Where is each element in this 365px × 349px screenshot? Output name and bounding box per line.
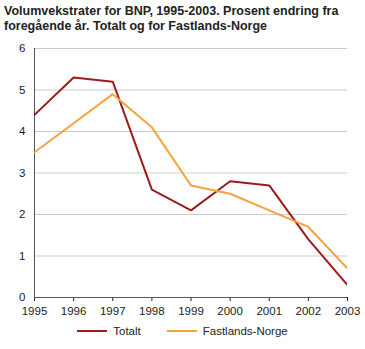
svg-text:2001: 2001	[256, 305, 282, 317]
svg-text:6: 6	[19, 42, 25, 54]
svg-text:5: 5	[19, 84, 25, 96]
html-text:Fastlands-Norge: Fastlands-Norge	[202, 325, 288, 337]
svg-text:1995: 1995	[22, 305, 48, 317]
svg-text:2000: 2000	[217, 305, 243, 317]
html-text:Volumvekstrater for BNP, 1995-: Volumvekstrater for BNP, 1995-2003. Pros…	[4, 4, 339, 33]
svg-text:0: 0	[19, 291, 25, 303]
svg-text:3: 3	[19, 167, 25, 179]
svg-text:1996: 1996	[61, 305, 87, 317]
svg-text:1997: 1997	[100, 305, 126, 317]
svg-text:4: 4	[19, 125, 26, 137]
svg-text:1998: 1998	[139, 305, 165, 317]
svg-text:2: 2	[19, 208, 25, 220]
svg-text:1: 1	[19, 250, 25, 262]
svg-text:2003: 2003	[335, 305, 361, 317]
svg-text:2002: 2002	[296, 305, 322, 317]
html-text:Totalt: Totalt	[113, 325, 141, 337]
svg-text:1999: 1999	[178, 305, 204, 317]
